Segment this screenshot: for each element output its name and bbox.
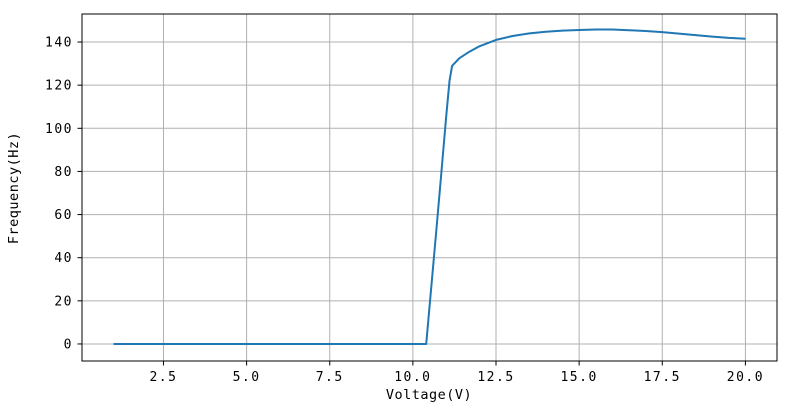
y-tick-label: 140	[45, 36, 73, 51]
x-tick-labels: 2.5 5.0 7.5 10.0 12.5 15.0 17.5 20.0	[149, 370, 764, 385]
y-tick-label: 0	[64, 337, 73, 352]
y-tick-label: 20	[54, 294, 73, 309]
data-series-group	[113, 28, 746, 345]
tick-marks	[77, 41, 746, 366]
x-tick-label: 7.5	[316, 370, 344, 385]
y-tick-label: 120	[45, 79, 73, 94]
x-tick-label: 12.5	[477, 370, 514, 385]
x-tick-label: 5.0	[233, 370, 261, 385]
y-tick-label: 100	[45, 122, 73, 137]
y-tick-label: 80	[54, 165, 73, 180]
y-tick-label: 60	[54, 208, 73, 223]
data-line-frequency-vs-voltage	[113, 28, 746, 345]
x-tick-label: 10.0	[394, 370, 431, 385]
x-tick-label: 20.0	[727, 370, 764, 385]
axes-frame	[81, 13, 778, 362]
y-axis-label: Frequency(Hz)	[6, 132, 22, 244]
y-tick-labels: 0 20 40 60 80 100 120 140	[45, 36, 73, 353]
x-tick-label: 2.5	[149, 370, 177, 385]
x-tick-label: 15.0	[560, 370, 597, 385]
x-axis-label: Voltage(V)	[386, 387, 472, 403]
x-tick-label: 17.5	[644, 370, 681, 385]
y-tick-label: 40	[54, 251, 73, 266]
